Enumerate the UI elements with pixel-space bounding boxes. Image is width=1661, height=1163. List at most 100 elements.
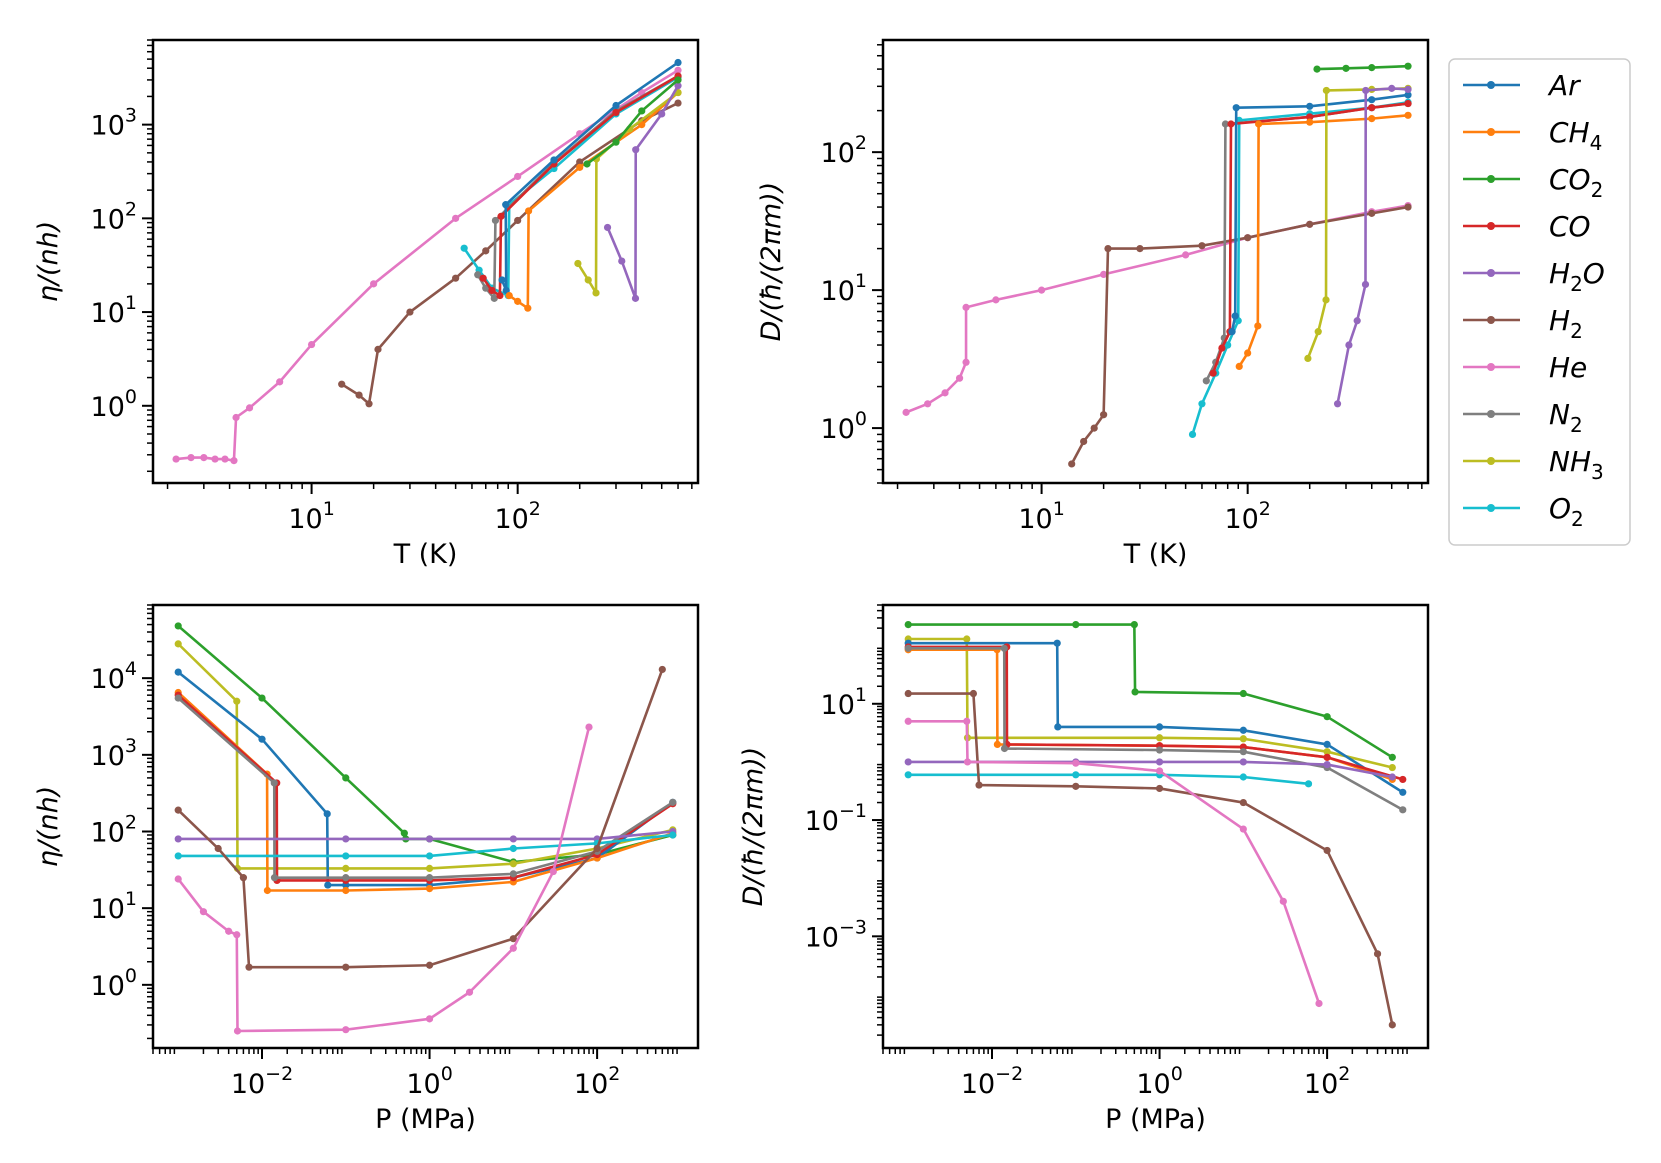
series-line-CO2 [586,78,679,166]
data-point-He [233,931,241,939]
data-point-He [924,400,932,408]
y-tick-label: 101 [821,684,867,721]
data-point-H2O [1155,758,1164,766]
data-point-CH4 [514,297,522,305]
data-point-Ar [1323,740,1331,749]
data-point-CH4 [263,886,272,895]
x-tick-exponent: 1 [323,498,335,520]
data-point-He [1315,999,1323,1008]
data-point-CH4 [524,304,532,312]
data-point-H2 [593,844,601,853]
data-point-N2 [491,216,500,225]
axes-frame [881,38,1430,485]
data-point-Ar [1239,726,1247,734]
legend-swatch-marker [1487,410,1495,418]
data-point-O2 [1072,771,1080,779]
data-point-NH3 [592,289,600,297]
y-tick-label: 101 [91,292,137,329]
x-tick-exponent: 2 [1259,498,1271,520]
data-point-CO2 [1368,64,1376,72]
data-point-H2 [365,400,373,408]
x-tick-label: 100 [1136,1063,1182,1100]
data-point-CO [488,286,496,295]
data-point-CO2 [1342,64,1350,72]
data-point-N2 [1155,746,1164,754]
data-point-NH3 [1322,86,1330,95]
legend-subscript: 4 [1590,131,1603,155]
data-point-CO2 [1072,621,1080,629]
data-point-H2O [631,294,640,302]
data-point-H2 [1244,234,1252,242]
data-point-Ar [324,881,332,889]
data-point-He [549,867,557,876]
data-point-H2 [1239,798,1247,807]
legend-subscript: 2 [1570,319,1583,343]
axes-frame [881,603,1430,1050]
y-tick-exponent: −3 [839,916,867,938]
data-point-O2 [509,844,517,853]
data-point-He [452,214,460,222]
x-tick-label: 10−2 [231,1063,293,1100]
data-point-He [232,413,240,422]
series-line-H2 [177,668,664,969]
data-point-NH3 [1388,763,1396,772]
data-point-CH4 [1255,120,1263,128]
y-axis-label: η/(nh) [33,786,64,868]
data-point-H2O [425,835,434,843]
y-tick-exponent: 0 [125,386,137,408]
data-point-N2 [1239,748,1247,756]
data-point-H2O [603,223,612,232]
data-point-CO2 [1239,689,1247,698]
x-tick-label: 102 [494,498,540,535]
data-point-He [963,717,971,725]
data-point-H2O [1323,760,1331,769]
y-tick-exponent: −1 [839,800,867,822]
series-line-H2O [606,85,680,300]
legend-subscript: 3 [1591,460,1604,484]
data-point-CO [1227,120,1235,128]
data-point-CO [1323,753,1331,761]
data-point-CH4 [1404,111,1412,119]
data-point-H2O [618,257,626,265]
data-point-Ar [258,735,266,743]
data-point-H2 [425,961,434,969]
data-point-H2 [452,274,460,282]
data-point-H2O [1361,280,1370,289]
series-line-H2O [1336,87,1409,405]
legend-swatch-marker [1487,81,1495,89]
data-point-H2 [576,158,584,166]
data-point-CO [612,108,620,117]
data-point-H2O [674,82,682,90]
data-point-CH4 [1306,118,1314,126]
legend-swatch-marker [1487,457,1495,465]
data-point-H2O [1239,758,1247,766]
legend-item-H2: H2 [1463,304,1583,343]
data-point-O2 [669,831,677,839]
series-group [902,62,1412,468]
data-point-He [992,296,1000,304]
x-tick-label: 10−2 [961,1063,1023,1100]
data-point-O2 [904,771,912,779]
data-point-CO2 [1131,688,1139,696]
data-point-H2 [482,247,490,255]
y-tick-exponent: 1 [855,270,867,292]
data-point-H2 [355,391,363,399]
data-point-N2 [270,874,279,882]
data-point-CH4 [1244,349,1252,357]
series-line-NH3 [908,637,1393,769]
data-point-CH4 [505,291,513,300]
data-point-CO [1368,104,1376,112]
x-axis-label: P (MPa) [1105,1104,1206,1135]
data-point-He [674,66,682,74]
data-point-NH3 [425,864,434,873]
series-line-O2 [178,833,673,858]
x-tick-exponent: 0 [441,1063,453,1085]
x-tick-exponent: 2 [529,498,541,520]
data-point-He [221,455,229,463]
data-point-O2 [460,244,468,252]
data-point-CO2 [1130,621,1138,629]
legend-swatch-marker [1487,269,1495,277]
x-tick-exponent: −2 [995,1063,1023,1085]
y-axis-label: D/(ħ/(2πm)) [756,182,787,342]
